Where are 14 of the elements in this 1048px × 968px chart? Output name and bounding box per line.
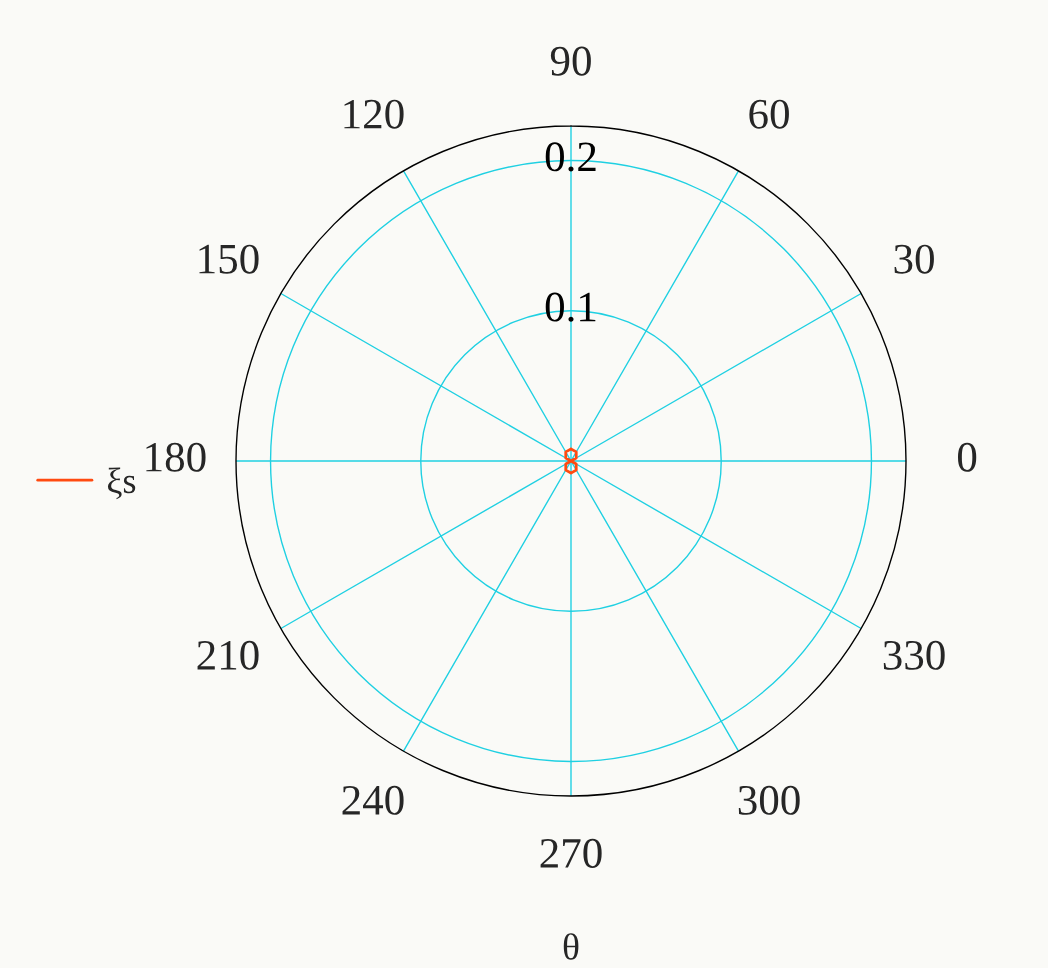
text: θ bbox=[563, 933, 579, 960]
spoke-label: 180 bbox=[146, 442, 206, 472]
spoke-label: 240 bbox=[342, 785, 404, 815]
spoke-label: 150 bbox=[199, 244, 259, 274]
spoke-label: 270 bbox=[540, 838, 602, 868]
spoke-label: 120 bbox=[344, 99, 404, 129]
spoke-label: 30 bbox=[894, 244, 934, 274]
spoke-label: 0 bbox=[957, 442, 977, 472]
spoke-label: 60 bbox=[749, 99, 789, 129]
spoke-label: 90 bbox=[550, 46, 591, 76]
spoke-label: 300 bbox=[738, 785, 800, 815]
legend-label: ξs bbox=[107, 467, 136, 500]
spoke-label: 210 bbox=[197, 640, 259, 670]
spoke-label: 330 bbox=[883, 640, 945, 670]
